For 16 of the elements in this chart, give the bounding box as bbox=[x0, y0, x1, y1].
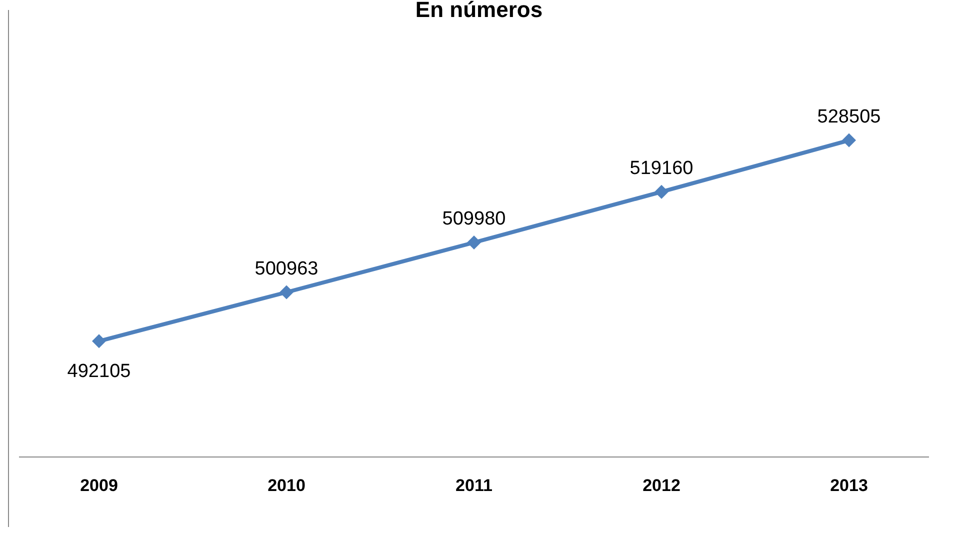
x-tick-label: 2011 bbox=[456, 476, 492, 496]
point bbox=[92, 334, 106, 348]
x-tick-label: 2009 bbox=[80, 476, 118, 496]
data-label: 509980 bbox=[442, 208, 506, 230]
data-label: 528505 bbox=[817, 106, 881, 128]
data-label: 492105 bbox=[67, 361, 131, 382]
data-label: 500963 bbox=[254, 258, 318, 280]
point bbox=[467, 236, 481, 250]
data-label: 519160 bbox=[630, 158, 694, 179]
x-tick-label: 2013 bbox=[830, 476, 868, 496]
point bbox=[842, 133, 856, 148]
point bbox=[280, 285, 294, 300]
x-tick-label: 2010 bbox=[268, 476, 306, 496]
x-tick-label: 2012 bbox=[642, 476, 680, 496]
point bbox=[654, 184, 668, 199]
chart-title: En números bbox=[411, 0, 547, 22]
